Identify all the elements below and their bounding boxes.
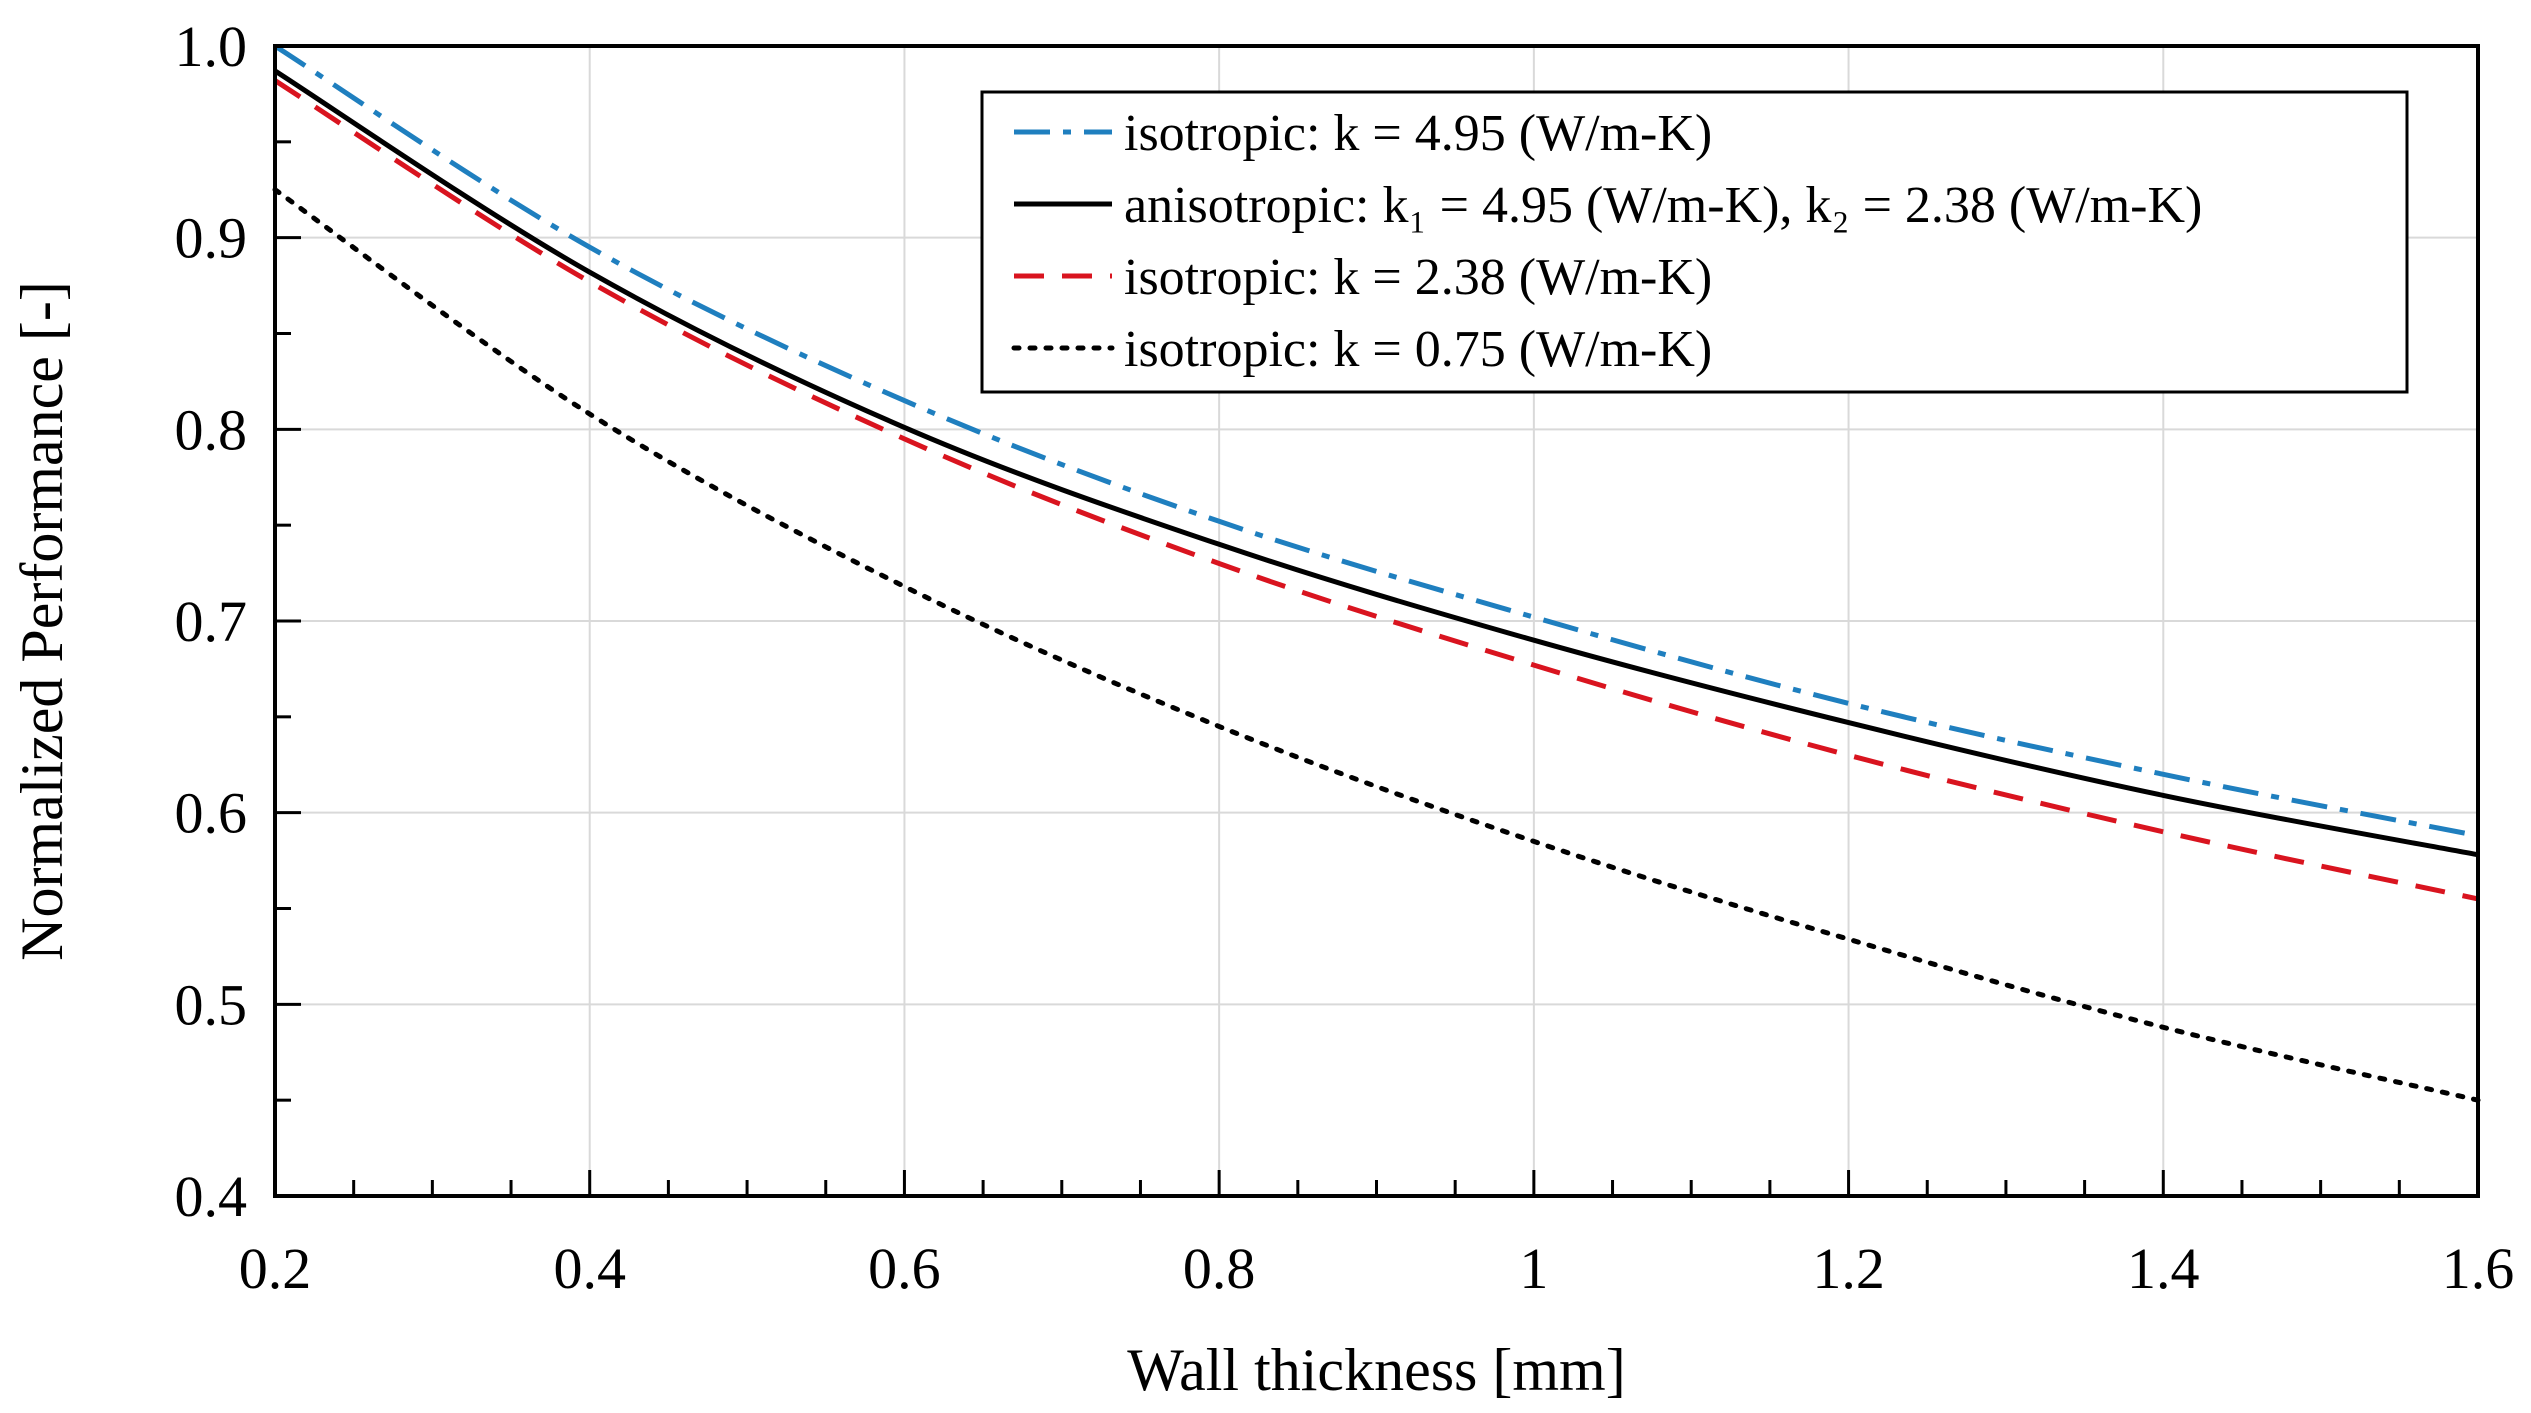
y-tick-label: 0.5 <box>175 972 248 1037</box>
y-tick-label: 0.4 <box>175 1164 248 1229</box>
y-tick-label: 0.7 <box>175 589 248 654</box>
x-axis-title: Wall thickness [mm] <box>1127 1337 1625 1403</box>
series-line-3 <box>273 78 2479 902</box>
legend-box <box>980 90 2409 394</box>
y-tick-label: 0.6 <box>175 781 248 846</box>
y-tick-labels: 0.4 0.5 0.6 0.7 0.8 0.9 1.0 <box>175 14 248 1229</box>
x-tick-label: 0.6 <box>868 1236 941 1301</box>
plot-frame <box>273 44 2480 1198</box>
x-tick-label: 0.4 <box>553 1236 626 1301</box>
x-tick-labels: 0.2 0.4 0.6 0.8 1 1.2 1.4 1.6 <box>239 1236 2515 1301</box>
y-tick-label: 0.8 <box>175 397 248 462</box>
series-line-4 <box>272 187 2481 1103</box>
legend-label-4: isotropic: k = 0.75 (W/m-K) <box>1124 321 1712 378</box>
x-tick-label: 1.4 <box>2127 1236 2200 1301</box>
legend-label-1: isotropic: k = 4.95 (W/m-K) <box>1124 105 1712 162</box>
y-tick-label: 0.9 <box>175 206 248 271</box>
legend-label-3: isotropic: k = 2.38 (W/m-K) <box>1124 249 1712 306</box>
y-axis-title: Normalized Performance [-] <box>9 281 75 961</box>
series-layer <box>272 43 2481 1103</box>
legend-label-2: anisotropic: k₁ = 4.95 (W/m-K), k₂ = 2.3… <box>1124 177 2202 234</box>
x-tick-label: 0.2 <box>239 1236 312 1301</box>
x-tick-label: 0.8 <box>1183 1236 1256 1301</box>
y-tick-label: 1.0 <box>175 14 248 79</box>
legend: isotropic: k = 4.95 (W/m-K) anisotropic: … <box>980 90 2409 394</box>
series-line-2 <box>273 68 2479 858</box>
series-line-1 <box>273 43 2479 839</box>
x-tick-label: 1.2 <box>1812 1236 1885 1301</box>
x-tick-label: 1 <box>1519 1236 1548 1301</box>
x-tick-label: 1.6 <box>2442 1236 2515 1301</box>
